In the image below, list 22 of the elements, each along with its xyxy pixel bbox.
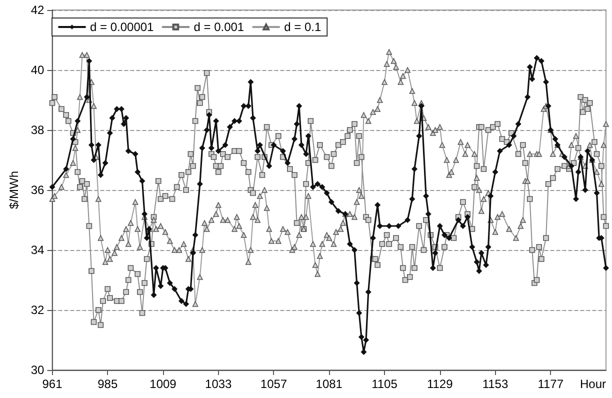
x-tick-label: 1177 <box>538 377 564 391</box>
x-tick-label: 1129 <box>426 377 454 391</box>
x-tick-label: 961 <box>42 377 63 391</box>
legend-label: d = 0.1 <box>284 20 322 34</box>
x-tick-label: 1057 <box>260 377 288 391</box>
legend-label: d = 0.001 <box>194 20 244 34</box>
x-tick-label: 1105 <box>372 377 398 391</box>
x-tick-label: 1033 <box>205 377 232 391</box>
y-axis-title: $/MWh <box>7 170 21 210</box>
y-tick-label: 34 <box>30 243 45 257</box>
y-tick-label: 32 <box>30 303 45 317</box>
x-tick-label: 1009 <box>150 377 177 391</box>
y-tick-label: 40 <box>30 63 45 77</box>
x-tick-label: 1153 <box>482 377 508 391</box>
y-tick-label: 36 <box>30 183 45 197</box>
y-tick-label: 38 <box>30 123 45 137</box>
y-tick-label: 42 <box>30 3 45 17</box>
x-axis-title: Hour <box>580 377 606 391</box>
x-tick-label: 1081 <box>316 377 343 391</box>
legend-label: d = 0.00001 <box>90 20 154 34</box>
x-tick-label: 985 <box>98 377 118 391</box>
y-tick-label: 30 <box>30 363 45 377</box>
